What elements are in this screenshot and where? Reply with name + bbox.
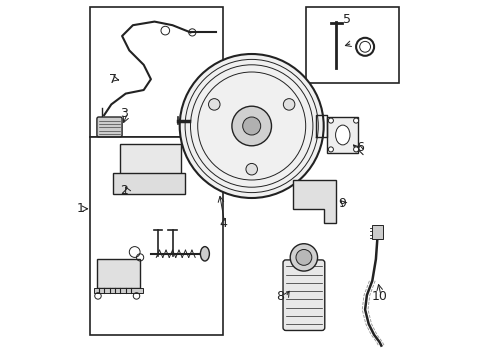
Bar [89,7,223,137]
Circle shape [242,117,260,135]
Text: 3: 3 [120,107,127,120]
Text: 6: 6 [355,141,363,154]
Circle shape [283,99,294,110]
Ellipse shape [200,247,209,261]
Text: 10: 10 [371,291,386,303]
Text: 7: 7 [109,73,117,86]
Circle shape [179,54,323,198]
Circle shape [295,249,311,265]
Bar [120,144,181,180]
Circle shape [208,99,220,110]
Bar [326,117,357,153]
FancyBboxPatch shape [97,117,122,137]
Circle shape [353,118,358,123]
Circle shape [328,118,333,123]
Circle shape [289,244,317,271]
Bar [89,137,223,335]
Text: 4: 4 [219,217,226,230]
Bar [305,7,399,83]
Bar [94,288,142,293]
Circle shape [353,147,358,152]
Ellipse shape [335,125,349,145]
Polygon shape [292,180,336,223]
Text: 9: 9 [337,197,345,210]
Bar [371,225,382,239]
Circle shape [231,106,271,146]
Bar [97,259,140,288]
Text: 2: 2 [120,184,127,197]
Circle shape [245,163,257,175]
Text: 8: 8 [276,291,284,303]
Text: 5: 5 [343,13,350,26]
FancyBboxPatch shape [283,260,324,330]
Circle shape [328,147,333,152]
Text: 1: 1 [77,202,84,215]
Bar [113,173,185,194]
